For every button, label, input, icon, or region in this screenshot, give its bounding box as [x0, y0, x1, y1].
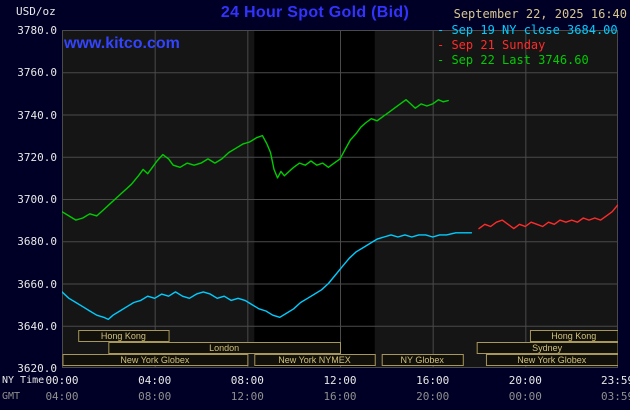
session-box	[108, 342, 342, 354]
y-tick-label: 3620.0	[17, 362, 57, 375]
legend-item: - Sep 21 Sunday	[437, 38, 546, 52]
session-label: New York NYMEX	[278, 355, 351, 365]
x-axis-ny-row: NY Time 00:00 04:00 08:00 12:00 16:00 20:00 23…	[0, 374, 630, 388]
session-box	[381, 354, 464, 366]
y-axis-unit-label: USD/oz	[16, 5, 56, 18]
session-label: London	[209, 343, 239, 353]
plot-area: Hong Kong Hong Kong London Sydney New York G…	[62, 30, 618, 368]
y-tick-label: 3660.0	[17, 277, 57, 291]
legend-item: - Sep 19 NY close 3684.00	[437, 23, 618, 37]
x-tick-gmt: 08:00	[138, 390, 172, 403]
x-tick-ny: 08:00	[230, 374, 264, 387]
x-tick-ny: 00:00	[45, 374, 79, 387]
session-label: New York Globex	[517, 355, 587, 365]
ny-time-axis-label: NY Time	[2, 375, 45, 386]
x-tick-gmt: 12:00	[230, 390, 264, 403]
y-tick-label: 3760.0	[17, 66, 57, 80]
x-tick-ny: 04:00	[138, 374, 172, 387]
y-tick-label: 3740.0	[17, 108, 57, 122]
y-tick-label: 3640.0	[17, 319, 57, 333]
legend-item: - Sep 22 Last 3746.60	[437, 53, 589, 67]
x-tick-gmt: 00:00	[508, 390, 542, 403]
y-tick-label: 3720.0	[17, 150, 57, 164]
datetime-label: September 22, 2025 16:40	[453, 7, 627, 21]
legend: - Sep 19 NY close 3684.00- Sep 21 Sunday…	[437, 23, 618, 68]
session-box	[254, 354, 376, 366]
y-tick-label: 3680.0	[17, 235, 57, 249]
session-box	[529, 330, 618, 342]
x-tick-ny: 12:00	[323, 374, 357, 387]
session-label: NY Globex	[401, 355, 445, 365]
x-tick-gmt: 04:00	[45, 390, 79, 403]
plot-frame	[62, 30, 618, 368]
x-tick-gmt: 20:00	[416, 390, 450, 403]
session-box	[62, 354, 249, 366]
session-box	[78, 330, 170, 342]
chart-title: 24 Hour Spot Gold (Bid)	[220, 4, 410, 21]
x-axis-gmt-row: GMT 04:00 08:00 12:00 16:00 20:00 00:00 03:59	[0, 390, 630, 404]
session-box	[485, 354, 618, 366]
x-tick-ny: 23:59	[600, 374, 630, 387]
x-tick-ny: 16:00	[416, 374, 450, 387]
session-label: Sydney	[532, 343, 563, 353]
y-axis-labels: 3780.0 3760.0 3740.0 3720.0 3700.0 3680.0 3660…	[0, 0, 57, 380]
kitco-watermark-link[interactable]: www.kitco.com	[64, 35, 180, 52]
y-tick-label: 3700.0	[17, 193, 57, 206]
x-tick-ny: 20:00	[508, 374, 542, 387]
session-label: Hong Kong	[101, 331, 146, 341]
price-line-sep19	[62, 232, 473, 321]
x-tick-gmt: 16:00	[323, 390, 357, 403]
y-tick-label: 3780.0	[17, 24, 57, 37]
x-tick-gmt: 03:59	[600, 390, 630, 403]
session-label: Hong Kong	[551, 331, 596, 341]
session-box	[476, 342, 618, 354]
price-line-sep21	[478, 204, 618, 230]
chart-canvas: Hong Kong Hong Kong London Sydney New York G…	[62, 30, 618, 368]
gmt-axis-label: GMT	[2, 391, 21, 402]
session-label: New York Globex	[120, 355, 190, 365]
price-line-sep22	[62, 98, 449, 221]
